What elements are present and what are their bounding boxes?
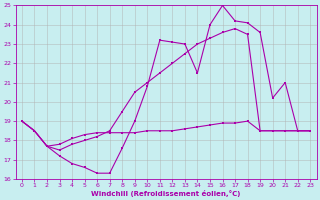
X-axis label: Windchill (Refroidissement éolien,°C): Windchill (Refroidissement éolien,°C)	[92, 190, 241, 197]
